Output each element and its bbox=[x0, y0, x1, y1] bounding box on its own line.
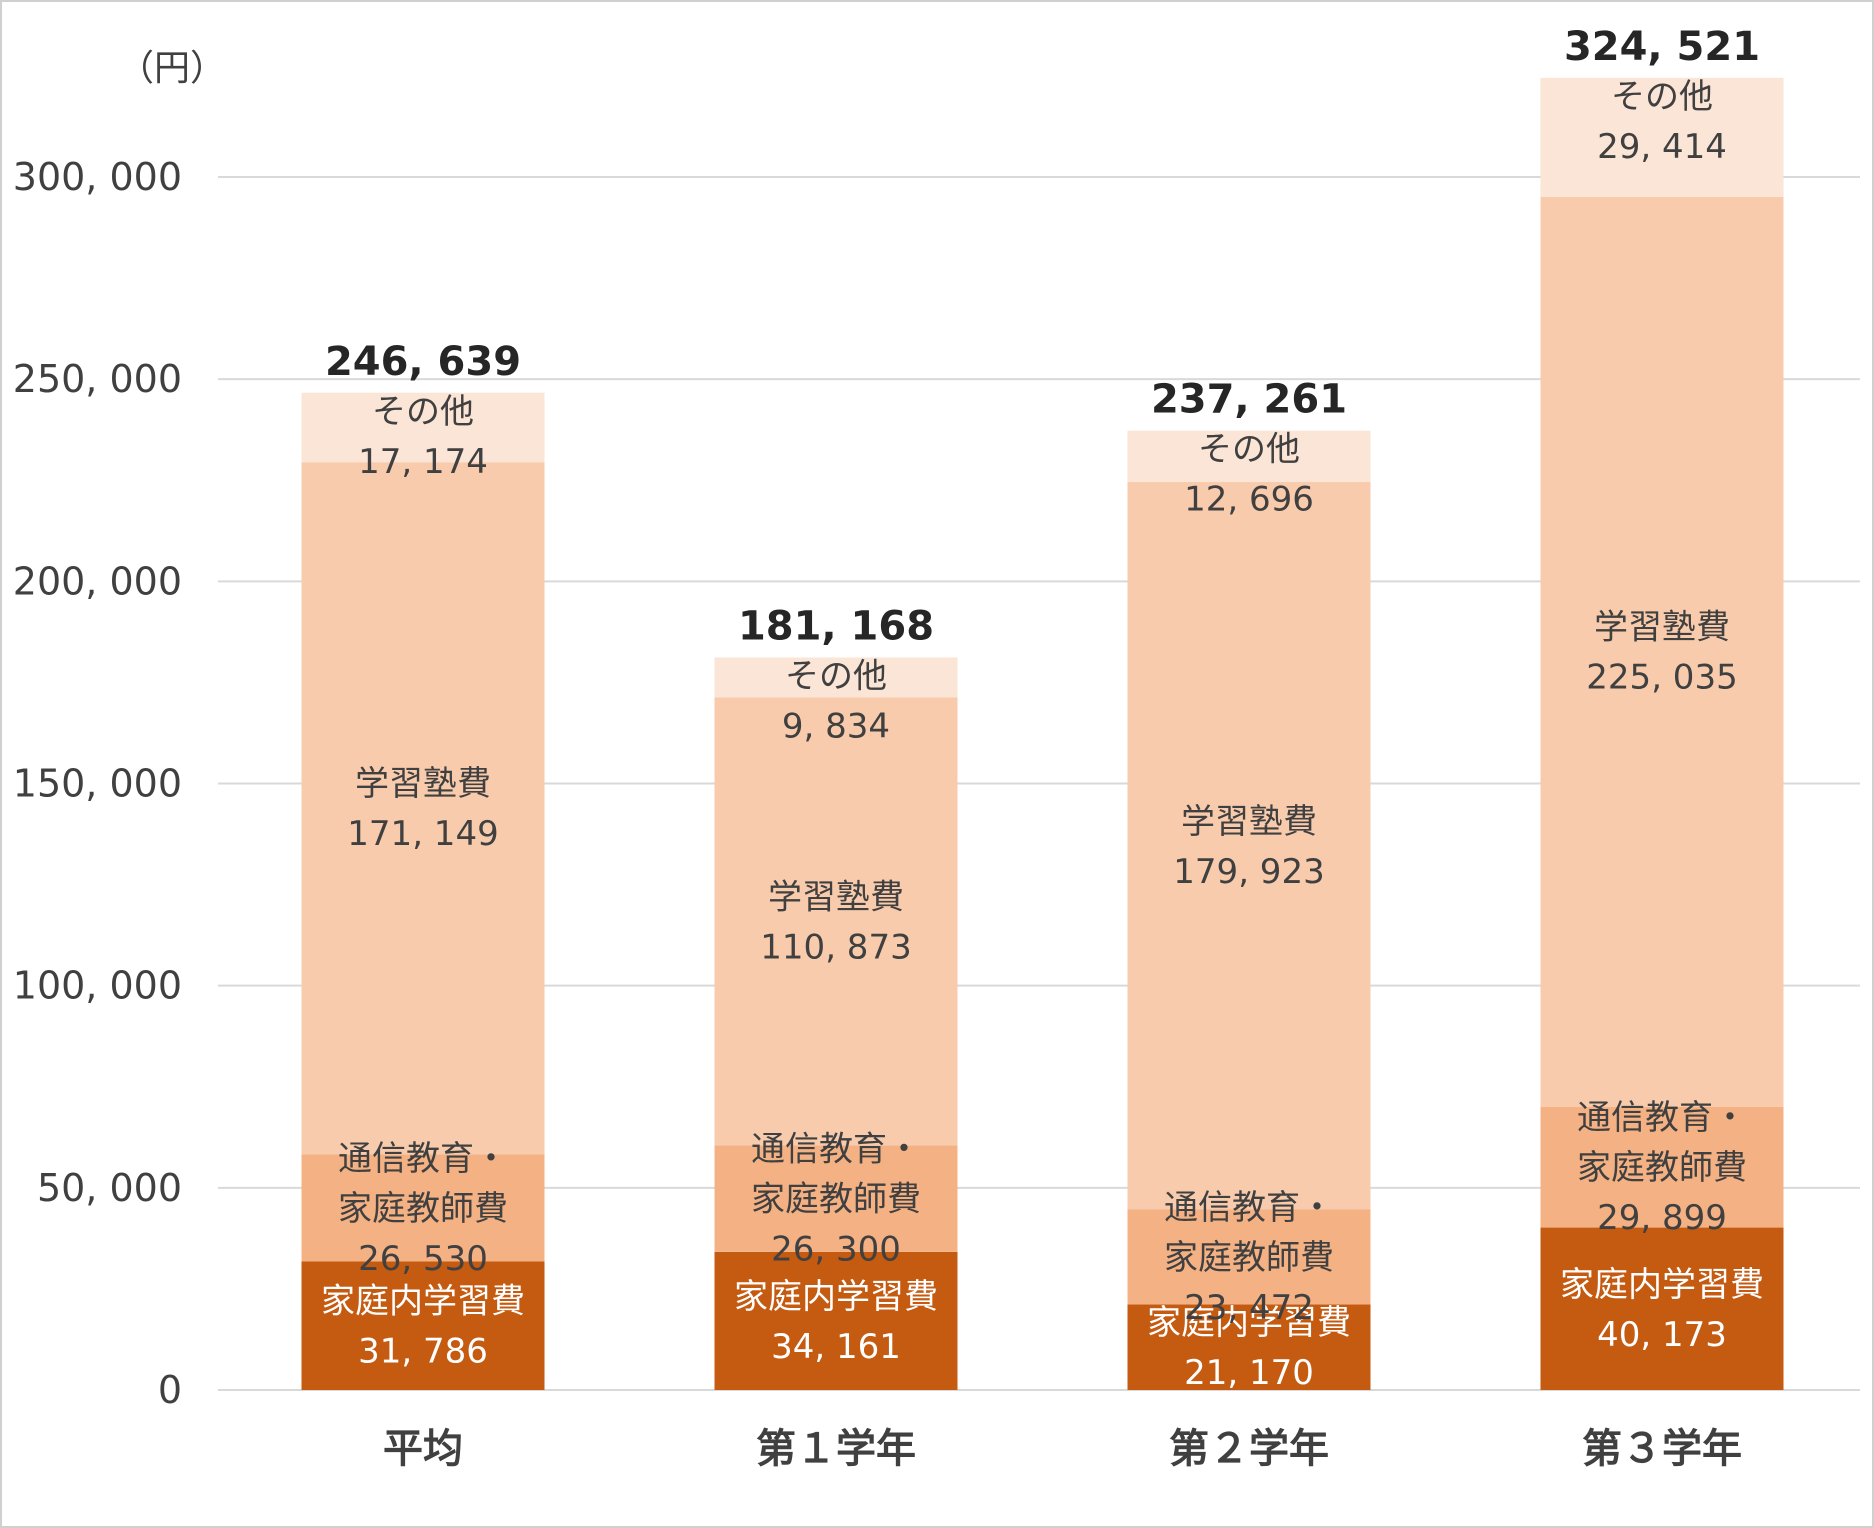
segment-value-label: 9, 834 bbox=[782, 706, 890, 746]
segment-value-label: 110, 873 bbox=[760, 927, 911, 967]
y-tick-label: 100, 000 bbox=[13, 964, 182, 1008]
total-value-label: 324, 521 bbox=[1564, 24, 1760, 70]
segment-name-label: 家庭教師費 bbox=[751, 1180, 921, 1220]
bar-segment bbox=[714, 1251, 958, 1390]
bar-segment bbox=[1540, 77, 1784, 197]
segment-name-label: 家庭内学習費 bbox=[1147, 1303, 1351, 1343]
segment-name-label: 家庭内学習費 bbox=[1560, 1265, 1764, 1305]
bar-segment bbox=[714, 657, 958, 698]
segment-value-label: 29, 414 bbox=[1597, 127, 1727, 167]
y-axis-ticks: 0 50, 000 100, 000 150, 000 200, 000 250, 000… bbox=[13, 155, 182, 1412]
total-value-label: 246, 639 bbox=[325, 339, 521, 385]
y-tick-label: 250, 000 bbox=[13, 357, 182, 401]
segment-value-label: 171, 149 bbox=[347, 814, 498, 854]
segment-value-label: 26, 530 bbox=[358, 1239, 488, 1279]
segment-value-label: 12, 696 bbox=[1184, 480, 1314, 520]
segment-name-label: 通信教育・ bbox=[751, 1130, 921, 1170]
bar-segment bbox=[1127, 430, 1371, 483]
segment-name-label: 家庭教師費 bbox=[338, 1189, 508, 1229]
x-axis-category-labels: 平均 第１学年 第２学年 第３学年 bbox=[383, 1426, 1742, 1472]
segment-name-label: その他 bbox=[372, 392, 474, 432]
bar-segment bbox=[301, 462, 545, 1155]
segment-name-label: 学習塾費 bbox=[1181, 802, 1317, 842]
segment-value-label: 225, 035 bbox=[1586, 658, 1737, 698]
segment-name-label: 家庭内学習費 bbox=[734, 1277, 938, 1317]
segment-name-label: 家庭内学習費 bbox=[321, 1282, 525, 1322]
y-tick-label: 300, 000 bbox=[13, 155, 182, 199]
segment-name-label: その他 bbox=[1611, 77, 1713, 117]
bar-segment bbox=[1127, 1304, 1371, 1390]
segment-value-label: 26, 300 bbox=[771, 1230, 901, 1270]
total-value-label: 237, 261 bbox=[1151, 377, 1347, 423]
bars bbox=[301, 77, 1784, 1390]
x-category-label: 第３学年 bbox=[1582, 1426, 1742, 1472]
y-tick-label: 150, 000 bbox=[13, 762, 182, 806]
segment-value-label: 23, 472 bbox=[1184, 1288, 1314, 1328]
bar-segment bbox=[301, 1261, 545, 1390]
bar-segment bbox=[301, 1154, 545, 1262]
segment-value-label: 179, 923 bbox=[1173, 852, 1324, 892]
bar-segment bbox=[714, 1145, 958, 1252]
y-tick-label: 200, 000 bbox=[13, 559, 182, 603]
segment-name-label: 通信教育・ bbox=[1164, 1188, 1334, 1228]
y-tick-label: 50, 000 bbox=[37, 1166, 182, 1210]
segment-value-label: 29, 899 bbox=[1597, 1198, 1727, 1238]
segment-name-label: 通信教育・ bbox=[338, 1139, 508, 1179]
segment-value-label: 40, 173 bbox=[1597, 1315, 1727, 1355]
bar-segment bbox=[301, 392, 545, 463]
x-category-label: 第１学年 bbox=[756, 1426, 916, 1472]
segment-value-label: 31, 786 bbox=[358, 1332, 488, 1372]
bar-segment bbox=[1127, 1209, 1371, 1305]
total-value-label: 181, 168 bbox=[738, 603, 934, 649]
segment-name-label: 通信教育・ bbox=[1577, 1098, 1747, 1138]
segment-value-label: 17, 174 bbox=[358, 442, 488, 482]
segment-value-label: 21, 170 bbox=[1184, 1353, 1314, 1393]
total-labels: 246, 639 181, 168 237, 261 324, 521 bbox=[325, 24, 1760, 650]
segment-name-label: その他 bbox=[785, 656, 887, 696]
x-category-label: 平均 bbox=[383, 1426, 463, 1472]
segment-name-label: 学習塾費 bbox=[768, 877, 904, 917]
y-tick-label: 0 bbox=[158, 1368, 182, 1412]
bar-segment bbox=[1540, 196, 1784, 1107]
bar-segment bbox=[1540, 1227, 1784, 1390]
segment-value-label: 34, 161 bbox=[771, 1327, 901, 1367]
segment-name-label: 家庭教師費 bbox=[1164, 1238, 1334, 1278]
bar-segment bbox=[714, 697, 958, 1146]
segment-name-label: 学習塾費 bbox=[355, 764, 491, 804]
bar-segment bbox=[1540, 1106, 1784, 1228]
segment-name-label: 学習塾費 bbox=[1594, 608, 1730, 648]
segment-name-label: その他 bbox=[1198, 430, 1300, 470]
x-category-label: 第２学年 bbox=[1169, 1426, 1329, 1472]
y-axis-unit-label: （円） bbox=[118, 48, 226, 89]
segment-name-label: 家庭教師費 bbox=[1577, 1148, 1747, 1188]
bar-segment bbox=[1127, 482, 1371, 1210]
